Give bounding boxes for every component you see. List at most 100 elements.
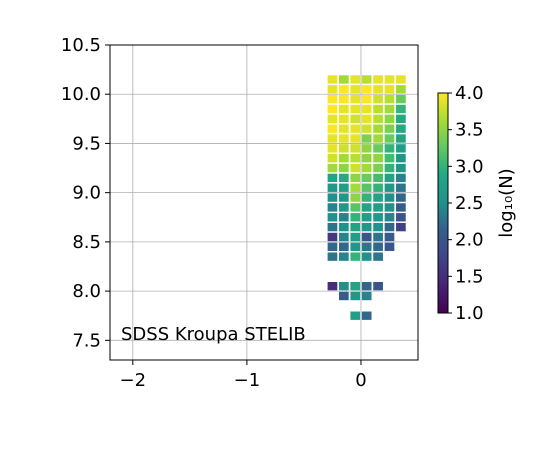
heatmap-cell: [339, 134, 349, 143]
heatmap-cell: [327, 252, 338, 261]
heatmap-cell: [350, 213, 361, 222]
heatmap-cell: [396, 114, 406, 124]
y-tick-label: 9.0: [72, 183, 101, 204]
heatmap-cell: [327, 134, 338, 143]
heatmap-cell: [339, 75, 349, 84]
heatmap-cell: [361, 203, 372, 212]
heatmap-cell: [327, 163, 338, 173]
heatmap-cell: [327, 232, 338, 242]
heatmap-cell: [373, 154, 383, 163]
heatmap-cell: [396, 124, 406, 133]
heatmap-cell: [384, 134, 395, 143]
heatmap-cell: [361, 183, 372, 192]
heatmap-cell: [396, 85, 406, 94]
heatmap-cell: [361, 75, 372, 84]
heatmap-cell: [327, 104, 338, 114]
plot-frame: [109, 44, 419, 361]
chart-annotation: SDSS Kroupa STELIB: [121, 324, 306, 345]
colorbar-tick-label: 3.5: [455, 120, 484, 141]
heatmap-cell: [373, 134, 383, 143]
heatmap-cell: [350, 94, 361, 104]
heatmap-cell: [361, 163, 372, 173]
heatmap-cell: [361, 124, 372, 133]
heatmap-cell: [339, 213, 349, 222]
colorbar-gradient: [438, 93, 448, 313]
heatmap-cell: [350, 281, 361, 291]
heatmap-cell: [350, 242, 361, 251]
heatmap-cell: [350, 203, 361, 212]
heatmap-cell: [361, 104, 372, 114]
heatmap-cell: [339, 242, 349, 251]
heatmap-cell: [361, 222, 372, 232]
heatmap-cell: [350, 232, 361, 242]
heatmap-cell: [384, 163, 395, 173]
heatmap-cell: [327, 124, 338, 133]
heatmap-cell: [327, 114, 338, 124]
colorbar: 1.0 1.5 2.0 2.5 3.0 3.5 4.0 log₁₀(N): [437, 83, 517, 324]
colorbar-tick-label: 4.0: [455, 83, 484, 104]
heatmap-cell: [373, 232, 383, 242]
heatmap-cell: [384, 213, 395, 222]
heatmap-cell: [339, 94, 349, 104]
heatmap-cell: [327, 242, 338, 251]
heatmap-cell: [339, 193, 349, 202]
x-axis: −2 −1 0: [120, 360, 367, 391]
heatmap-cell: [350, 114, 361, 124]
heatmap-cell: [384, 203, 395, 212]
heatmap-cell: [350, 85, 361, 94]
y-tick-label: 9.5: [72, 133, 101, 154]
heatmap-cell: [384, 232, 395, 242]
heatmap-cell: [361, 154, 372, 163]
heatmap-cell: [373, 213, 383, 222]
heatmap-cell: [350, 291, 361, 301]
heatmap-cell: [339, 114, 349, 124]
heatmap-cell: [361, 213, 372, 222]
heatmap-cell: [384, 104, 395, 114]
heatmap-cell: [384, 94, 395, 104]
heatmap-cell: [373, 173, 383, 183]
heatmap-cell: [339, 232, 349, 242]
heatmap-cell: [373, 183, 383, 192]
heatmap-cell: [327, 94, 338, 104]
heatmap-cell: [396, 94, 406, 104]
heatmap-cell: [350, 124, 361, 133]
heatmap-cell: [361, 114, 372, 124]
heatmap-cell: [373, 124, 383, 133]
heatmap-cell: [327, 75, 338, 84]
heatmap-cell: [327, 281, 338, 291]
colorbar-tick-label: 2.0: [455, 230, 484, 251]
heatmap-cell: [350, 252, 361, 261]
heatmap-cell: [339, 281, 349, 291]
heatmap-cell: [339, 124, 349, 133]
colorbar-label: log₁₀(N): [496, 168, 517, 237]
y-tick-label: 10.5: [61, 35, 101, 56]
heatmap-cell: [384, 85, 395, 94]
heatmap-cell: [339, 144, 349, 153]
heatmap-cell: [384, 144, 395, 153]
y-tick-label: 10.0: [61, 84, 101, 105]
heatmap-cell: [339, 183, 349, 192]
heatmap-cell: [350, 173, 361, 183]
heatmap-cell: [350, 104, 361, 114]
heatmap-cell: [361, 134, 372, 143]
heatmap-cell: [361, 144, 372, 153]
x-tick-label: −1: [234, 370, 261, 391]
x-tick-label: −2: [120, 370, 147, 391]
heatmap-cell: [373, 144, 383, 153]
heatmap-cell: [396, 154, 406, 163]
heatmap-cell: [350, 311, 361, 320]
heatmap-cell: [327, 144, 338, 153]
heatmap-cell: [350, 222, 361, 232]
heatmap-cell: [339, 203, 349, 212]
heatmap-cell: [373, 222, 383, 232]
heatmap-cell: [384, 124, 395, 133]
heatmap-cell: [396, 193, 406, 202]
heatmap-cell: [327, 193, 338, 202]
heatmap-cell: [384, 173, 395, 183]
heatmap-cell: [396, 144, 406, 153]
heatmap-cell: [361, 94, 372, 104]
heatmap-cell: [384, 242, 395, 251]
heatmap-cell: [373, 281, 383, 291]
